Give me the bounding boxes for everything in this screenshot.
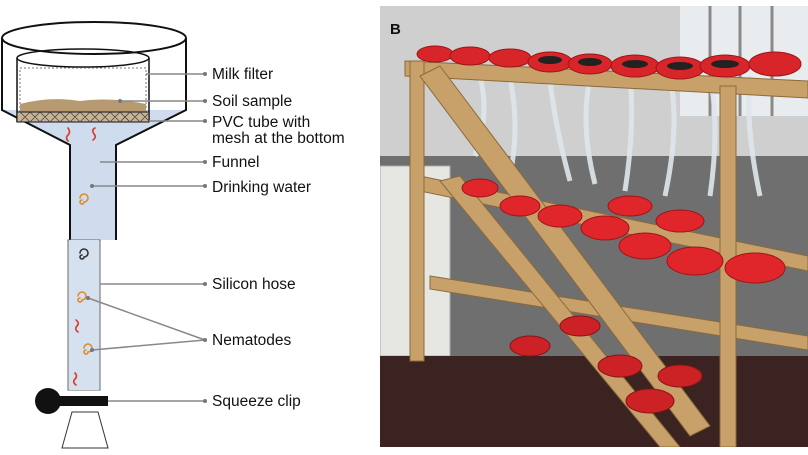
label-soil-sample: Soil sample — [212, 93, 292, 110]
nematode — [91, 127, 97, 141]
label-pvc-tube-line1: PVC tube with — [212, 114, 310, 131]
squeeze-clip-bar — [50, 396, 108, 406]
nematode — [79, 193, 89, 205]
pvc-tube-walls — [16, 58, 150, 122]
nematode — [72, 372, 78, 386]
panel-letter-b: B — [390, 21, 401, 38]
nematode — [77, 291, 87, 303]
funnels-bottom-row — [509, 315, 703, 414]
nematodes — [65, 127, 97, 386]
pvc-tube-top — [16, 48, 150, 68]
label-drinking-water: Drinking water — [212, 179, 311, 196]
hose-tip — [61, 411, 109, 449]
hose-water — [69, 240, 99, 390]
floor — [380, 356, 808, 447]
label-squeeze-clip: Squeeze clip — [212, 393, 301, 410]
nematode — [65, 127, 71, 142]
leader-lines — [87, 73, 206, 402]
label-pvc-tube-line2: mesh at the bottom — [212, 130, 345, 147]
squeeze-clip-knob — [35, 388, 61, 414]
nematode — [74, 319, 80, 333]
funnels-middle-row — [461, 178, 786, 284]
label-funnel: Funnel — [212, 154, 259, 171]
nematode — [83, 343, 93, 355]
label-milk-filter: Milk filter — [212, 66, 273, 83]
label-nematodes: Nematodes — [212, 332, 292, 349]
funnel-tops-dark — [538, 56, 739, 70]
baermann-funnel-diagram: Milk filter Soil sample PVC tube with me… — [0, 21, 345, 449]
label-silicon-hose: Silicon hose — [212, 276, 296, 293]
funnel-rack-photo: B — [380, 6, 808, 447]
mesh — [16, 111, 150, 123]
leader-dots — [86, 72, 207, 403]
nematode — [79, 248, 89, 260]
funnel-water — [2, 110, 186, 240]
soil-sample — [20, 99, 146, 112]
